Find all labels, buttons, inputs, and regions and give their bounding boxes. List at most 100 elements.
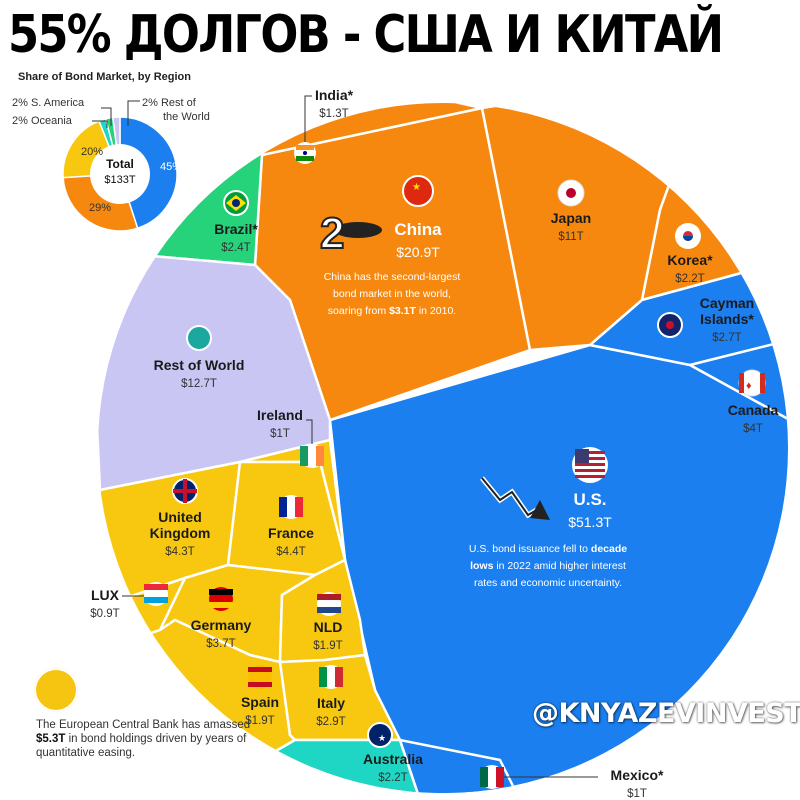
france-flag-icon [279,495,303,519]
india-flag-icon [294,142,316,164]
ireland-flag-icon [300,444,324,468]
svg-text:rates and economic uncertainty: rates and economic uncertainty. [474,577,622,589]
cell-value-label: $11T [558,231,583,243]
germany-flag-icon [209,587,233,611]
us-note: U.S. bond issuance fell to decade lows i… [469,543,627,589]
pie-title: Share of Bond Market, by Region [18,71,191,83]
cell-name-label: Korea* [667,252,713,268]
globe-icon [186,325,212,351]
cell-value-label: $1.9T [313,640,342,652]
cell-name-label: LUX [91,587,120,603]
cell-value-label: $1.9T [245,715,274,727]
cell-labels: U.S. $51.3T China $20.9T Rest of World $12.7T… [90,87,778,800]
svg-text:♦: ♦ [746,380,752,392]
cell-name-label: United Kingdom [150,509,211,541]
cell-korea [640,103,788,302]
cell-value-label: $4.4T [276,546,305,558]
cell-name-label: France [268,525,314,541]
india-leader [304,95,312,142]
headline: 55% ДОЛГОВ - США И КИТАЙ [8,5,724,65]
cell-value-label: $3.7T [206,638,235,650]
ireland-leader [306,419,313,444]
declining-chart-icon [480,476,550,520]
number-two-icon: 2 [319,208,382,259]
pie-slice-label: 2% S. America [12,97,85,109]
cell-name-label: Spain [241,694,279,710]
brazil-flag-icon [223,190,249,216]
cell-value-label: $2.2T [378,772,407,784]
svg-text:China has the second-largest: China has the second-largest [324,271,461,283]
mexico-flag-icon [480,765,504,789]
korea-flag-icon [675,223,701,249]
pie-leader-s-america [101,107,112,126]
pie-center-value: $133T [104,174,135,186]
cell-italy [278,653,403,742]
cell-name-label: Cayman Islands* [700,295,755,327]
cell-value-label: $0.9T [90,608,119,620]
ecb-note-before: The European Central Bank has amassed [36,719,251,731]
voronoi-cells [98,103,788,793]
canada-flag-icon: ♦ [738,369,766,397]
cell-value-label: $2.7T [712,332,741,344]
svg-text:lows in 2022 amid higher inter: lows in 2022 amid higher interest [470,560,626,572]
pie-slice-label: 29% [89,202,111,214]
cell-name-label: Japan [551,210,591,226]
ecb-note-amount: $5.3T [36,733,66,745]
cell-name-label: Canada [728,402,779,418]
cell-name-label: Mexico* [611,767,664,783]
cell-value-label: $1T [627,788,647,800]
china-flag-icon: ★ [402,175,434,207]
cell-name-label: Italy [317,695,345,711]
ecb-note: The European Central Bank has amassed $5… [36,718,276,760]
usa-flag-icon [572,447,608,483]
ecb-note-after: in bond holdings driven by years of quan… [36,733,247,759]
australia-flag-icon: ★ [367,722,393,748]
cell-value-label: $2.2T [675,273,704,285]
svg-text:soaring from $3.1T in 2010.: soaring from $3.1T in 2010. [328,305,456,317]
cell-australia [257,738,422,793]
cell-name-label: NLD [314,619,343,635]
cell-name-label: Brazil* [214,221,258,237]
cell-name-label: India* [315,87,354,103]
pie-slice-label: 2% Rest of the World [142,97,210,123]
cell-value-label: $1.3T [319,108,348,120]
bank-icon [34,668,78,712]
cell-value-label: $1T [270,428,290,440]
china-note: China has the second-largest bond market… [324,271,461,317]
pie-center [90,144,150,204]
svg-text:★: ★ [412,182,421,193]
cell-value-label: $2.9T [316,716,345,728]
cell-name-label: Ireland [257,407,303,423]
pie-slice-label: 20% [81,146,103,158]
cell-name-label: Australia [363,751,423,767]
pie-leader-oceania [92,120,108,128]
italy-flag-icon [319,665,343,689]
cell-name-label: Germany [191,617,252,633]
cell-value-label: $2.4T [221,242,250,254]
cell-name-label: China [394,220,442,239]
pie-center-label: Total [106,157,134,171]
cell-value-label: $20.9T [396,244,440,260]
svg-text:★: ★ [378,733,386,743]
cayman-flag-icon [657,312,683,338]
cell-name-label: Rest of World [154,357,245,373]
nld-flag-icon [317,592,341,616]
spain-flag-icon [248,665,272,689]
cell-name-label: U.S. [573,490,606,509]
lux-flag-icon [144,582,168,606]
uk-flag-icon [172,478,198,504]
flag-icons: ★ ♦ ★ [144,142,766,789]
japan-flag-icon [557,179,585,207]
svg-text:U.S. bond issuance fell to dec: U.S. bond issuance fell to decade [469,543,627,555]
pie-slice-label: 45% [160,161,182,173]
pie-leader-rest [127,100,140,126]
leader-lines [122,95,598,778]
svg-text:2: 2 [320,209,344,258]
cell-value-label: $12.7T [181,378,217,390]
pie-slice-label: 2% Oceania [12,115,73,127]
cell-value-label: $4.3T [165,546,194,558]
watermark: @KNYAZEVINVEST [532,698,800,729]
cell-value-label: $51.3T [568,514,612,530]
cell-value-label: $4T [743,423,763,435]
